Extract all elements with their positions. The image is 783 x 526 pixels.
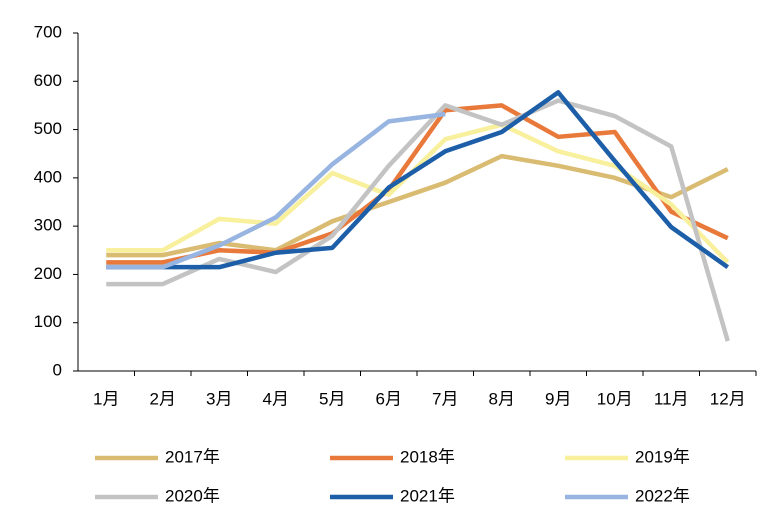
legend-label: 2020年 [165, 486, 220, 505]
x-tick-label: 9月 [545, 389, 571, 408]
line-series [106, 111, 446, 270]
legend-label: 2017年 [165, 447, 220, 466]
line-series [106, 98, 730, 342]
x-tick-label: 3月 [206, 389, 232, 408]
legend-label: 2018年 [400, 447, 455, 466]
y-tick-label: 500 [34, 119, 62, 138]
x-tick-label: 1月 [93, 389, 119, 408]
x-tick-label: 11月 [654, 389, 689, 408]
y-tick-label: 200 [34, 264, 62, 283]
line-series [106, 103, 729, 265]
y-tick-label: 600 [34, 71, 62, 90]
x-tick-label: 7月 [432, 389, 458, 408]
legend-label: 2021年 [400, 486, 455, 505]
x-tick-label: 6月 [376, 389, 402, 408]
y-tick-label: 100 [34, 312, 62, 331]
y-tick-label: 300 [34, 216, 62, 235]
y-tick-label: 700 [34, 22, 62, 41]
x-tick-label: 8月 [489, 389, 515, 408]
x-tick-label: 10月 [597, 389, 633, 408]
line-series [106, 90, 730, 270]
legend-label: 2019年 [635, 447, 690, 466]
x-tick-label: 5月 [319, 389, 345, 408]
x-tick-label: 12月 [710, 389, 746, 408]
y-tick-label: 0 [53, 360, 62, 379]
x-tick-label: 4月 [263, 389, 289, 408]
x-tick-label: 2月 [150, 389, 176, 408]
legend-label: 2022年 [635, 486, 690, 505]
y-tick-label: 400 [34, 167, 62, 186]
line-series [106, 153, 729, 258]
